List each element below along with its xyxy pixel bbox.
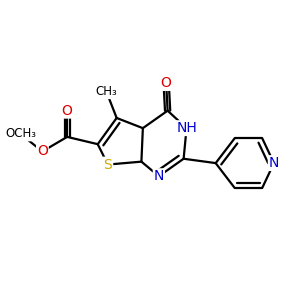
Text: NH: NH	[176, 121, 197, 135]
Text: O: O	[62, 104, 73, 118]
Text: O: O	[161, 76, 172, 90]
Text: S: S	[103, 158, 112, 172]
Text: CH₃: CH₃	[96, 85, 117, 98]
Text: OCH₃: OCH₃	[5, 128, 36, 140]
Text: N: N	[269, 156, 279, 170]
Text: N: N	[154, 169, 164, 183]
Text: O: O	[37, 145, 48, 158]
